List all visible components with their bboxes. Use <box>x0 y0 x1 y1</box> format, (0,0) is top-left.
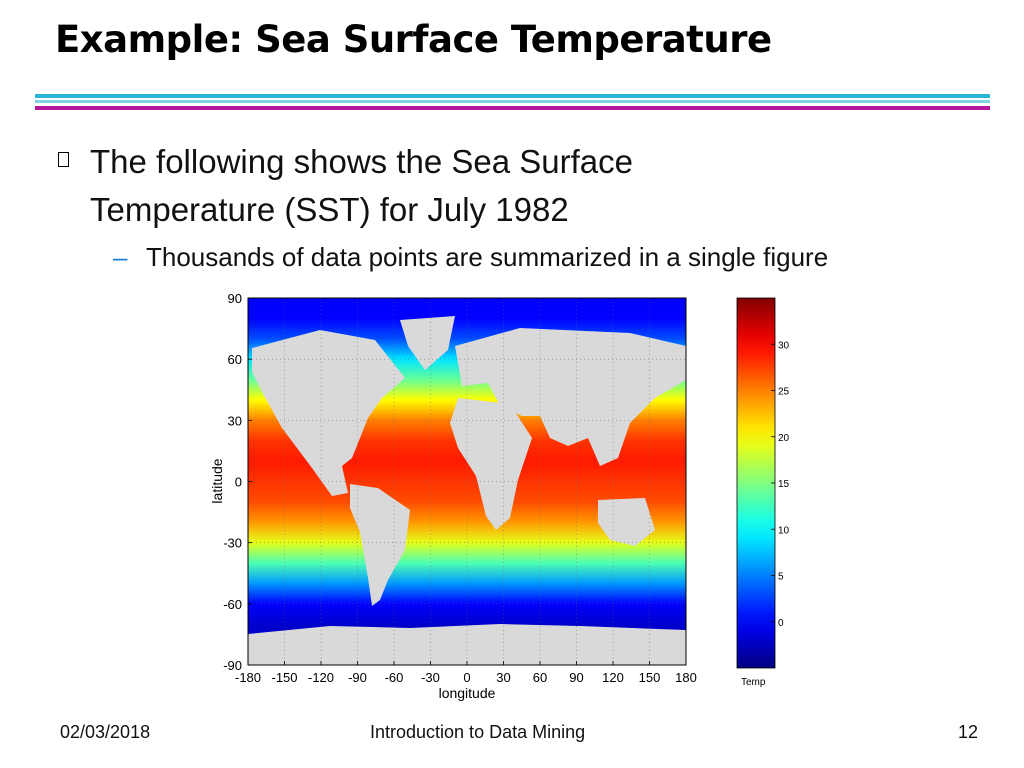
x-tick-label: -120 <box>308 670 334 685</box>
colorbar-tick-label: 30 <box>778 340 790 351</box>
title-rule-bottom <box>35 106 990 110</box>
x-tick-label: -90 <box>348 670 367 685</box>
footer-page-number: 12 <box>958 722 979 742</box>
land-south-america <box>350 484 410 606</box>
land-eurasia <box>455 328 686 466</box>
y-tick-label: 0 <box>235 475 242 490</box>
land-north-america <box>252 330 405 496</box>
x-tick-label: 120 <box>602 670 624 685</box>
y-tick-label: 60 <box>228 352 242 367</box>
footer-course: Introduction to Data Mining <box>370 722 586 742</box>
footer-date: 02/03/2018 <box>60 722 151 742</box>
colorbar-label: Temp <box>741 677 766 688</box>
y-tick-label: -30 <box>223 536 242 551</box>
colorbar-tick-label: 25 <box>778 387 790 398</box>
y-axis-ticks: 90 60 30 0 -30 -60 -90 <box>223 291 252 673</box>
y-tick-label: -90 <box>223 658 242 673</box>
colorbar-tick-label: 20 <box>778 433 790 444</box>
title-rule-middle <box>35 100 990 103</box>
colorbar-ticks: 0 5 10 15 20 25 30 <box>771 340 790 629</box>
colorbar-tick-label: 0 <box>778 618 784 629</box>
sst-map-figure: -180 -150 -120 -90 -60 -30 0 30 60 90 120 150 180 90… <box>209 291 790 701</box>
land-greenland <box>400 316 455 370</box>
x-tick-label: -180 <box>235 670 261 685</box>
colorbar-tick-label: 10 <box>778 525 790 536</box>
x-tick-label: -60 <box>385 670 404 685</box>
x-tick-label: 90 <box>569 670 583 685</box>
y-tick-label: 90 <box>228 291 242 306</box>
y-tick-label: -60 <box>223 597 242 612</box>
colorbar-tick-label: 5 <box>778 572 784 583</box>
sub-bullet-dash: – <box>113 242 128 272</box>
square-bullet-icon <box>58 152 69 167</box>
land-australia <box>598 498 655 546</box>
x-tick-label: 180 <box>675 670 697 685</box>
land-africa <box>450 398 532 530</box>
slide-title: Example: Sea Surface Temperature <box>55 18 772 61</box>
x-axis-label: longitude <box>439 685 496 701</box>
x-tick-label: -150 <box>271 670 297 685</box>
x-tick-label: -30 <box>421 670 440 685</box>
colorbar <box>736 297 776 669</box>
x-tick-label: 30 <box>496 670 510 685</box>
y-tick-label: 30 <box>228 413 242 428</box>
colorbar-tick-label: 15 <box>778 479 790 490</box>
y-axis-label: latitude <box>209 458 225 503</box>
sub-bullet-text: Thousands of data points are summarized … <box>146 242 829 272</box>
x-axis-ticks: -180 -150 -120 -90 -60 -30 0 30 60 90 120 150 180 <box>235 661 697 685</box>
x-tick-label: 150 <box>639 670 661 685</box>
bullet-text: The following shows the Sea Surface Temp… <box>90 143 633 228</box>
x-tick-label: 0 <box>463 670 470 685</box>
title-rule-top <box>35 94 990 98</box>
x-tick-label: 60 <box>533 670 547 685</box>
